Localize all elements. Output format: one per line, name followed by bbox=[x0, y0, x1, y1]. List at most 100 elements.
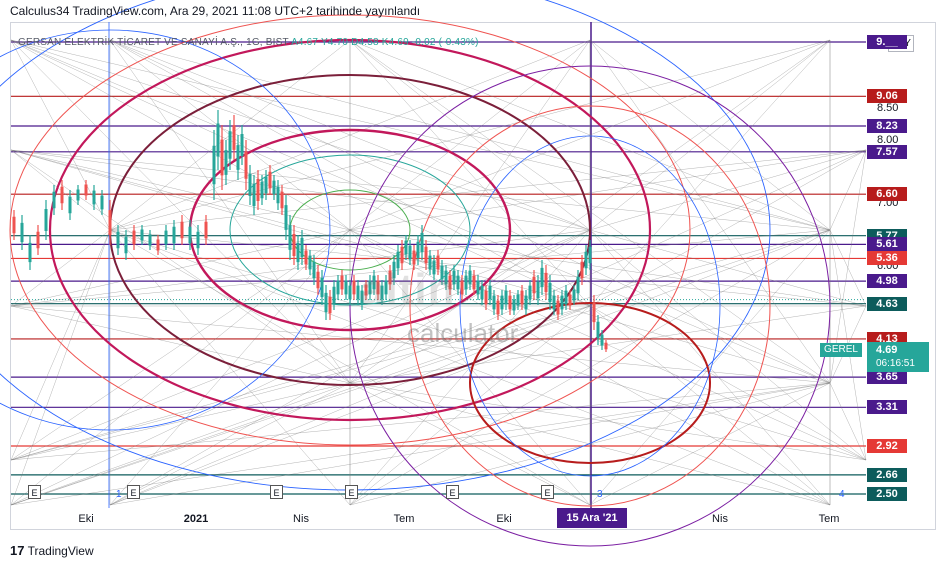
candle-body bbox=[368, 280, 372, 295]
candle-body bbox=[92, 190, 96, 205]
candle-body bbox=[380, 285, 384, 300]
fan-line bbox=[589, 305, 831, 506]
fan-line bbox=[589, 229, 867, 307]
candle-body bbox=[308, 255, 312, 270]
candle-body bbox=[472, 275, 476, 290]
time-label: Tem bbox=[393, 513, 415, 525]
candle-body bbox=[572, 289, 576, 301]
candle-body bbox=[252, 184, 256, 206]
candle-body bbox=[440, 265, 444, 280]
footer-branding[interactable]: 17 TradingView bbox=[10, 543, 94, 558]
footer-brand: TradingView bbox=[27, 544, 94, 558]
time-label: Tem bbox=[818, 513, 840, 525]
fan-line bbox=[10, 39, 831, 231]
candle-body bbox=[476, 280, 480, 295]
earnings-marker[interactable]: E bbox=[446, 485, 459, 499]
fan-line bbox=[589, 39, 831, 307]
candle-body bbox=[300, 237, 304, 258]
candle-body bbox=[384, 280, 388, 295]
candle-body bbox=[604, 342, 608, 350]
candle-body bbox=[188, 226, 192, 244]
symbol-title[interactable]: GERSAN ELEKTRİK TİCARET VE SANAYİ A.Ş., … bbox=[18, 37, 289, 48]
fib-ellipse bbox=[459, 135, 721, 477]
fan-line bbox=[10, 229, 831, 307]
earnings-marker[interactable]: E bbox=[127, 485, 140, 499]
current-price-label: 4.69 06:16:51 bbox=[867, 342, 929, 372]
candle-body bbox=[248, 174, 252, 196]
candle-body bbox=[496, 300, 500, 315]
price-level-label: 9.__ bbox=[867, 35, 907, 49]
fan-line bbox=[10, 39, 831, 384]
candle-body bbox=[392, 261, 396, 279]
price-level-label: 4.63 bbox=[867, 296, 907, 311]
candle-body bbox=[432, 260, 436, 275]
earnings-marker[interactable]: E bbox=[270, 485, 283, 499]
candle-body bbox=[416, 241, 420, 259]
candle-body bbox=[272, 180, 276, 195]
fan-line bbox=[589, 39, 831, 231]
fan-line bbox=[10, 305, 591, 506]
candle-body bbox=[568, 294, 572, 306]
candle-body bbox=[264, 176, 268, 194]
time-label: Eki bbox=[496, 513, 512, 525]
candle-body bbox=[148, 234, 152, 246]
candle-body bbox=[108, 210, 112, 235]
candle-body bbox=[124, 236, 128, 254]
candle-body bbox=[196, 231, 200, 249]
candle-body bbox=[212, 145, 216, 185]
earnings-marker[interactable]: E bbox=[345, 485, 358, 499]
candle-body bbox=[588, 246, 592, 264]
candle-body bbox=[428, 255, 432, 270]
candle-body bbox=[180, 221, 184, 239]
candle-body bbox=[480, 285, 484, 300]
candle-body bbox=[336, 280, 340, 295]
earnings-marker[interactable]: E bbox=[28, 485, 41, 499]
candle-body bbox=[44, 209, 48, 231]
price-level-label: 5.36 bbox=[867, 251, 907, 266]
candle-body bbox=[452, 270, 456, 285]
bar-countdown: 06:16:51 bbox=[876, 358, 915, 369]
candle-body bbox=[60, 186, 64, 204]
fan-line bbox=[10, 149, 591, 307]
candle-body bbox=[560, 295, 564, 310]
candle-body bbox=[364, 284, 368, 296]
fan-line bbox=[10, 229, 831, 461]
price-tick: 8.50 bbox=[877, 102, 899, 114]
fib-ellipse bbox=[469, 302, 711, 464]
candle-body bbox=[460, 280, 464, 295]
candle-body bbox=[408, 245, 412, 260]
candle-body bbox=[156, 239, 160, 251]
fan-line bbox=[109, 39, 831, 231]
candle-body bbox=[288, 225, 292, 250]
current-price: 4.69 bbox=[876, 344, 898, 356]
earnings-marker[interactable]: E bbox=[541, 485, 554, 499]
fan-line bbox=[10, 229, 351, 506]
candle-body bbox=[488, 285, 492, 300]
fan-line bbox=[589, 305, 867, 461]
candle-body bbox=[228, 131, 232, 159]
fan-line bbox=[10, 229, 111, 307]
candle-body bbox=[76, 189, 80, 201]
candle-body bbox=[28, 242, 32, 263]
candle-body bbox=[68, 196, 72, 214]
price-level-label: 2.92 bbox=[867, 439, 907, 454]
ohlc-values: A4.67 Y4.70 D4.58 K4.69 -0.02 (-0.43%) bbox=[291, 37, 479, 48]
number-marker: 4 bbox=[839, 489, 845, 500]
candle-body bbox=[536, 281, 540, 299]
fan-line bbox=[10, 382, 351, 461]
fan-line bbox=[10, 382, 831, 506]
candle-body bbox=[296, 242, 300, 263]
fan-line bbox=[10, 305, 351, 384]
candle-body bbox=[260, 181, 264, 199]
candle-body bbox=[436, 255, 440, 270]
fan-line bbox=[109, 229, 867, 307]
fan-line bbox=[589, 149, 867, 231]
candle-body bbox=[400, 246, 404, 264]
fan-line bbox=[349, 229, 867, 307]
candle-body bbox=[216, 123, 220, 157]
candle-body bbox=[576, 276, 580, 294]
candle-body bbox=[516, 294, 520, 306]
candle-body bbox=[164, 230, 168, 245]
price-level-label: 5.61 bbox=[867, 237, 907, 252]
